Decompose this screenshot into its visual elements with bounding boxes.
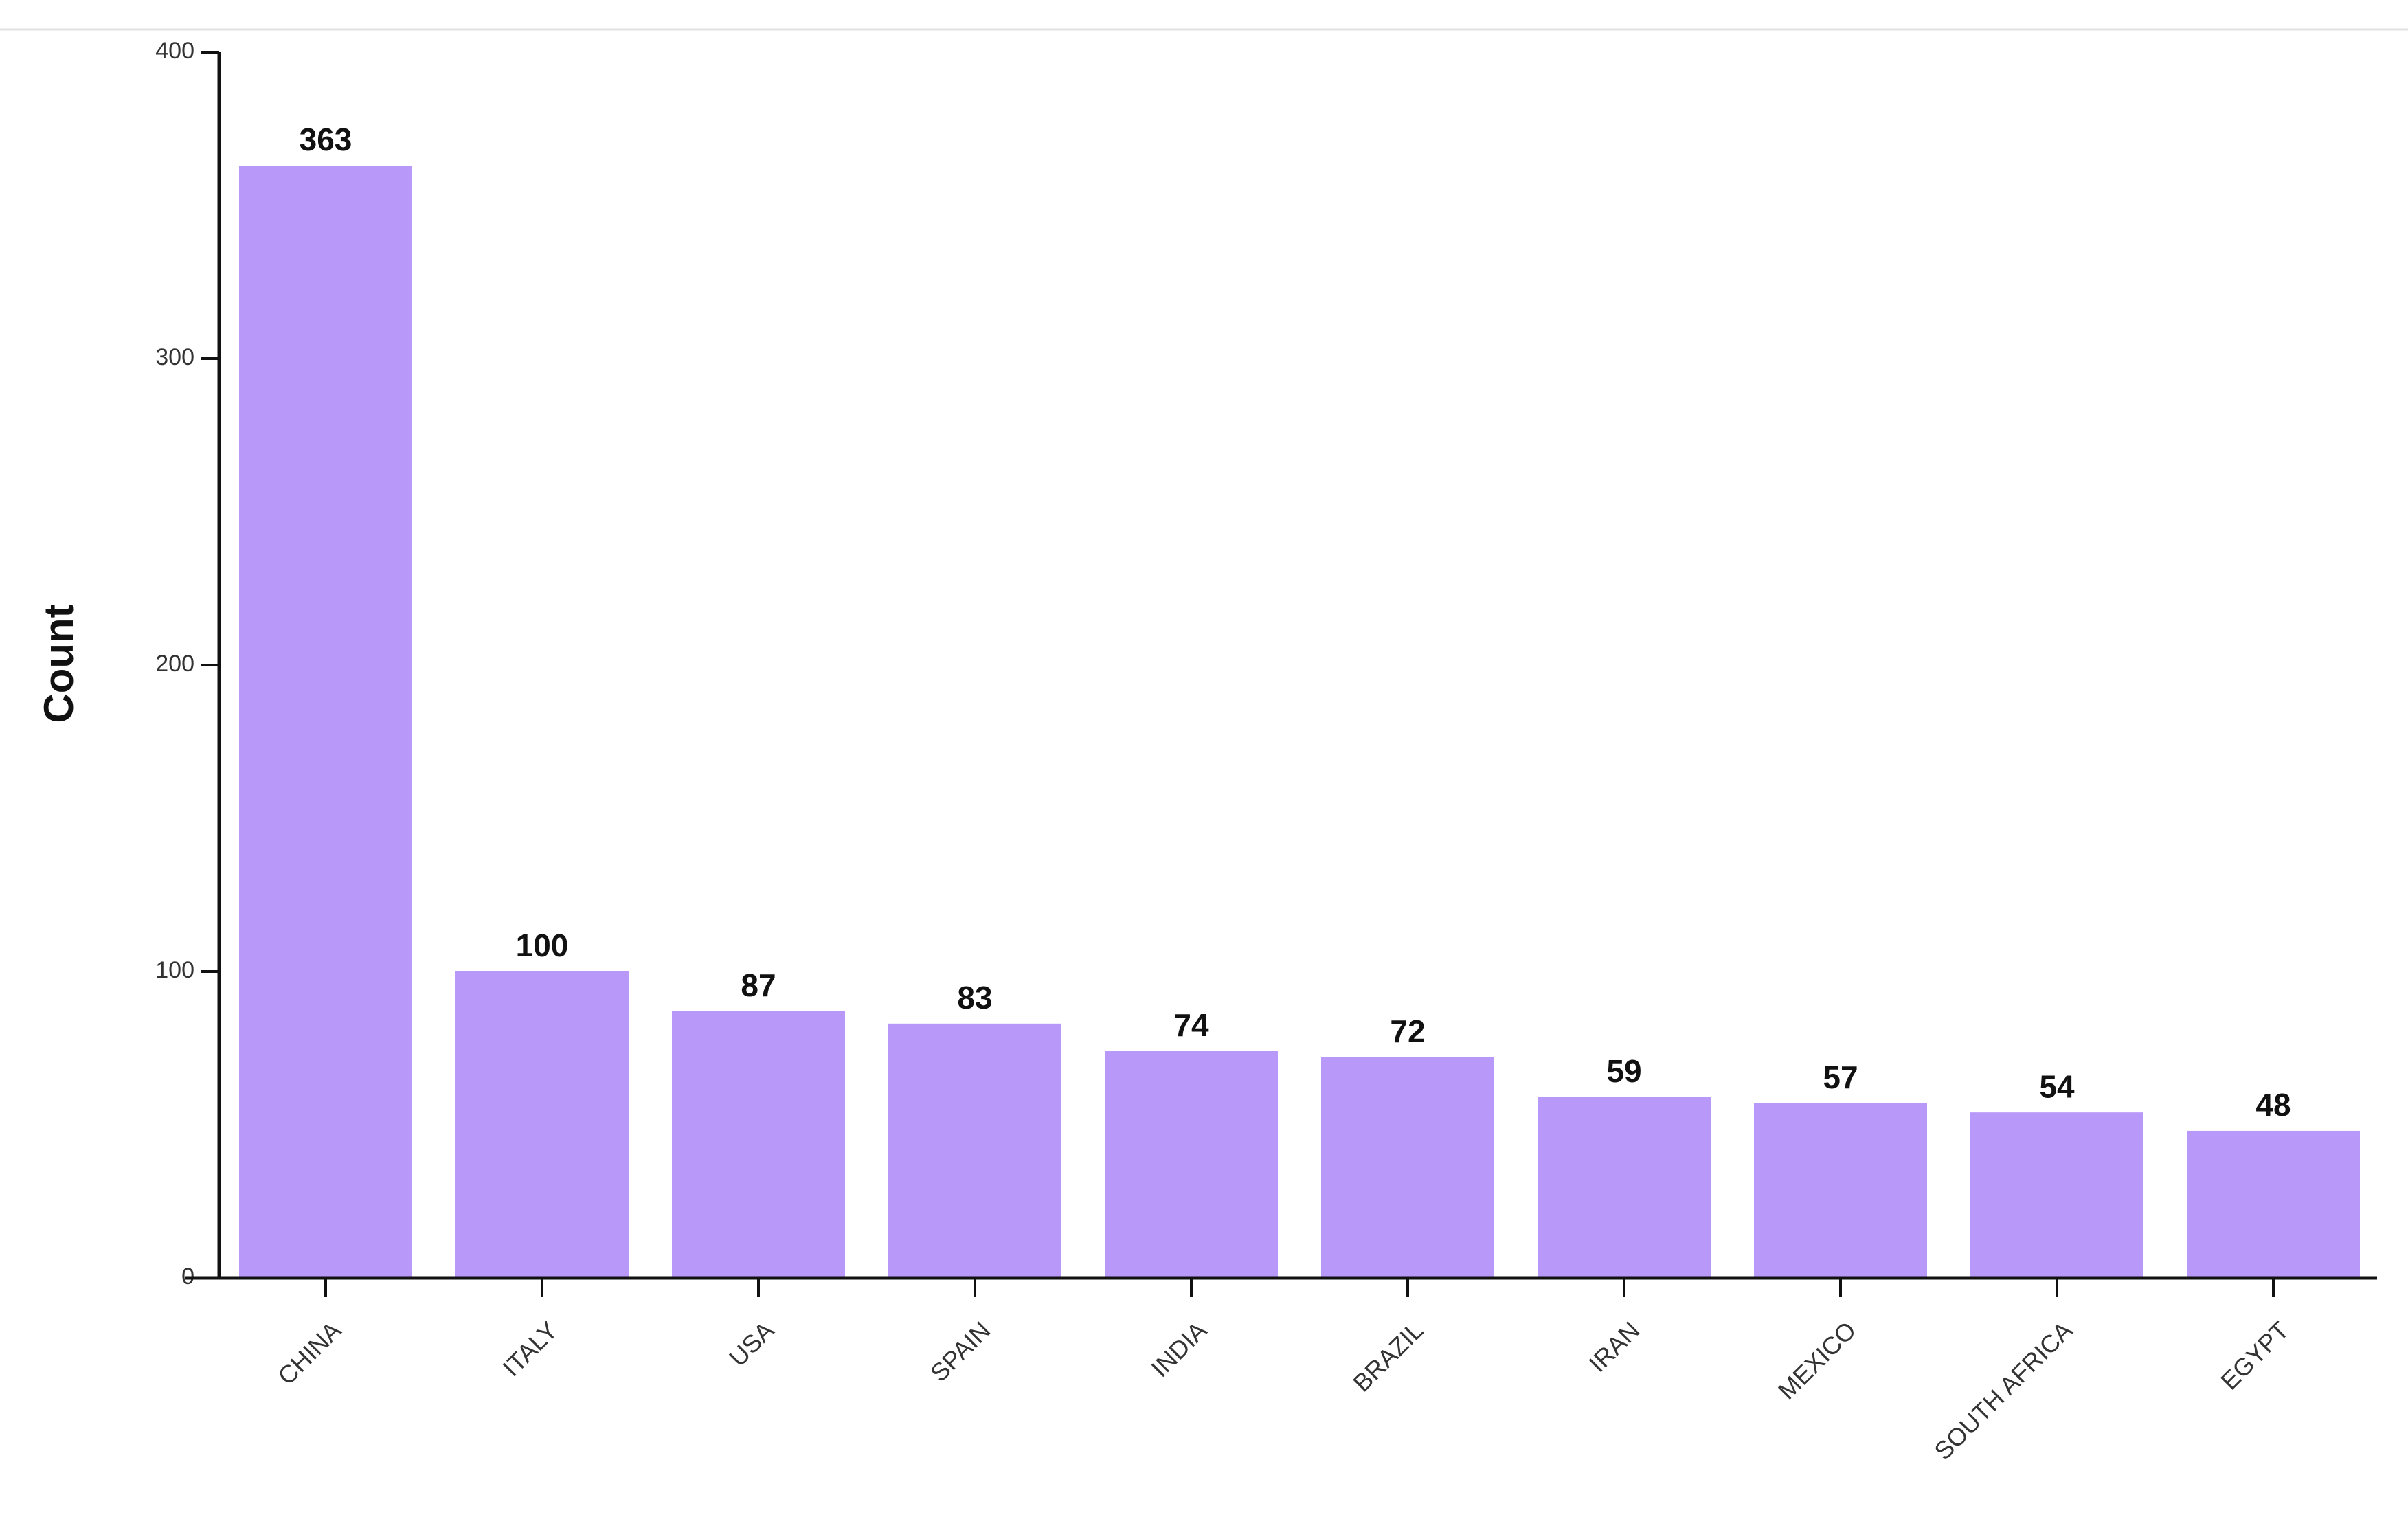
x-tick-label: BRAZIL: [1347, 1316, 1428, 1397]
bar: [1970, 1112, 2143, 1278]
y-tick-label: 200: [155, 651, 194, 677]
bar: [1321, 1057, 1494, 1278]
x-tick-label: USA: [723, 1316, 779, 1371]
x-tick-label: SPAIN: [925, 1316, 996, 1387]
x-tick-label: IRAN: [1584, 1316, 1645, 1378]
value-label: 72: [1390, 1013, 1425, 1049]
bar: [239, 166, 412, 1278]
bar: [1754, 1103, 1927, 1278]
value-label: 57: [1823, 1059, 1858, 1095]
bar: [455, 971, 629, 1278]
x-tick-label: ITALY: [497, 1316, 563, 1382]
y-tick-label: 100: [155, 957, 194, 983]
value-label: 87: [741, 967, 776, 1003]
value-label: 59: [1606, 1053, 1641, 1089]
x-tick-label: INDIA: [1146, 1316, 1213, 1382]
value-label: 363: [300, 122, 352, 157]
y-axis-title: Count: [36, 604, 82, 723]
bar: [1538, 1097, 1711, 1278]
value-label: 74: [1173, 1007, 1209, 1043]
x-tick-label: MEXICO: [1773, 1316, 1861, 1404]
bar: [672, 1011, 845, 1278]
y-tick-label: 400: [155, 38, 194, 64]
value-label: 48: [2255, 1087, 2291, 1123]
x-tick-label: SOUTH AFRICA: [1928, 1316, 2078, 1465]
bar: [2187, 1130, 2360, 1278]
bar: [1105, 1050, 1278, 1278]
value-label: 83: [957, 980, 992, 1015]
y-tick-label: 300: [155, 344, 194, 370]
x-tick-label: CHINA: [272, 1316, 346, 1390]
bar: [888, 1023, 1061, 1278]
value-label: 100: [516, 928, 569, 963]
value-label: 54: [2039, 1068, 2075, 1104]
x-tick-label: EGYPT: [2215, 1316, 2294, 1395]
